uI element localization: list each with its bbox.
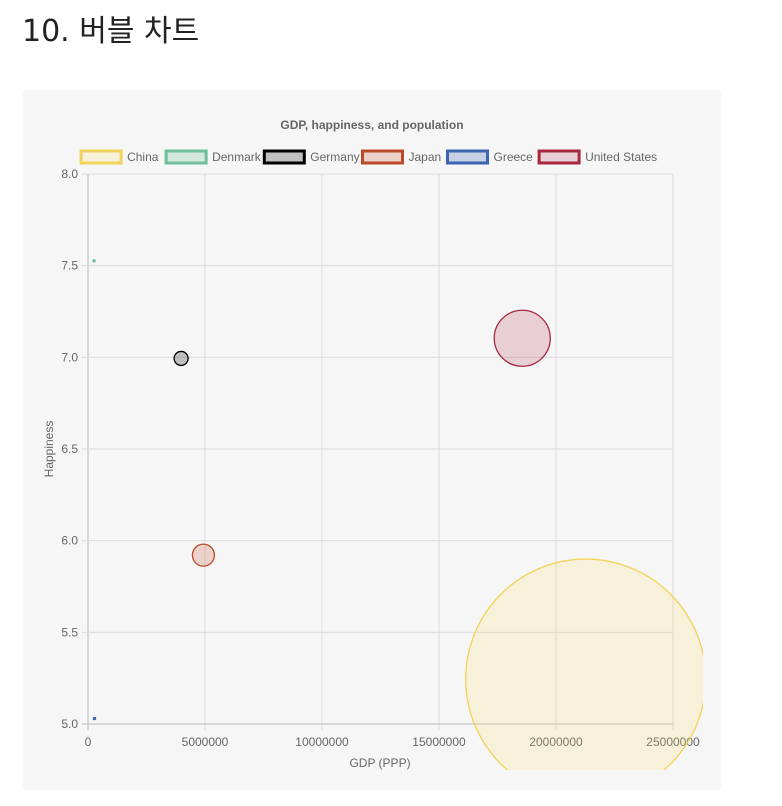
legend-item-china: China (79, 149, 159, 165)
legend-item-germany: Germany (262, 149, 360, 165)
x-tick-label: 15000000 (412, 735, 466, 749)
chart-card: GDP, happiness, and population China Denm… (23, 90, 721, 790)
x-tick-label: 20000000 (529, 735, 583, 749)
y-tick-label: 8.0 (61, 167, 78, 181)
bubble-china (465, 558, 703, 770)
legend-item-denmark: Denmark (164, 149, 262, 165)
legend-label: Germany (310, 150, 359, 164)
legend-item-greece: Greece (446, 149, 534, 165)
chart-grid (82, 173, 674, 730)
y-axis-label: Happiness (42, 421, 56, 478)
x-tick-label: 25000000 (646, 735, 700, 749)
y-tick-label: 7.0 (61, 350, 78, 364)
x-axis-label: GDP (PPP) (349, 756, 410, 770)
legend-label: Japan (409, 150, 442, 164)
x-tick-label: 5000000 (182, 735, 229, 749)
legend-swatch (446, 149, 489, 165)
y-tick-label: 7.5 (61, 259, 78, 273)
axis-ticks: 0 5000000 10000000 15000000 20000000 25000000… (61, 167, 700, 749)
bubble-greece (92, 716, 97, 721)
legend-label: Greece (494, 150, 534, 164)
x-tick-label: 0 (85, 735, 92, 749)
x-tick-label: 10000000 (295, 735, 349, 749)
y-tick-label: 5.0 (61, 717, 78, 731)
legend-swatch (361, 149, 404, 165)
bubble-japan (191, 543, 216, 567)
bubble-united-states (493, 309, 551, 367)
legend-swatch (262, 149, 306, 165)
legend-swatch (164, 149, 208, 165)
page-title: 10. 버블 차트 (22, 14, 200, 49)
bubble-chart[interactable]: GDP, happiness, and population China Denm… (23, 90, 721, 790)
bubble-denmark (92, 259, 96, 263)
legend-label: United States (585, 150, 657, 164)
chart-bubbles (92, 259, 703, 770)
chart-title: GDP, happiness, and population (280, 118, 463, 132)
chart-legend: China Denmark Germany Japan Greece United Sta… (79, 149, 657, 165)
legend-swatch (79, 149, 123, 165)
legend-label: China (127, 150, 159, 164)
legend-swatch (537, 149, 581, 165)
legend-item-japan: Japan (361, 149, 442, 165)
y-tick-label: 5.5 (61, 625, 78, 639)
legend-label: Denmark (212, 150, 262, 164)
bubble-germany (173, 350, 189, 367)
y-tick-label: 6.5 (61, 442, 78, 456)
legend-item-united-states: United States (537, 149, 657, 165)
y-tick-label: 6.0 (61, 534, 78, 548)
